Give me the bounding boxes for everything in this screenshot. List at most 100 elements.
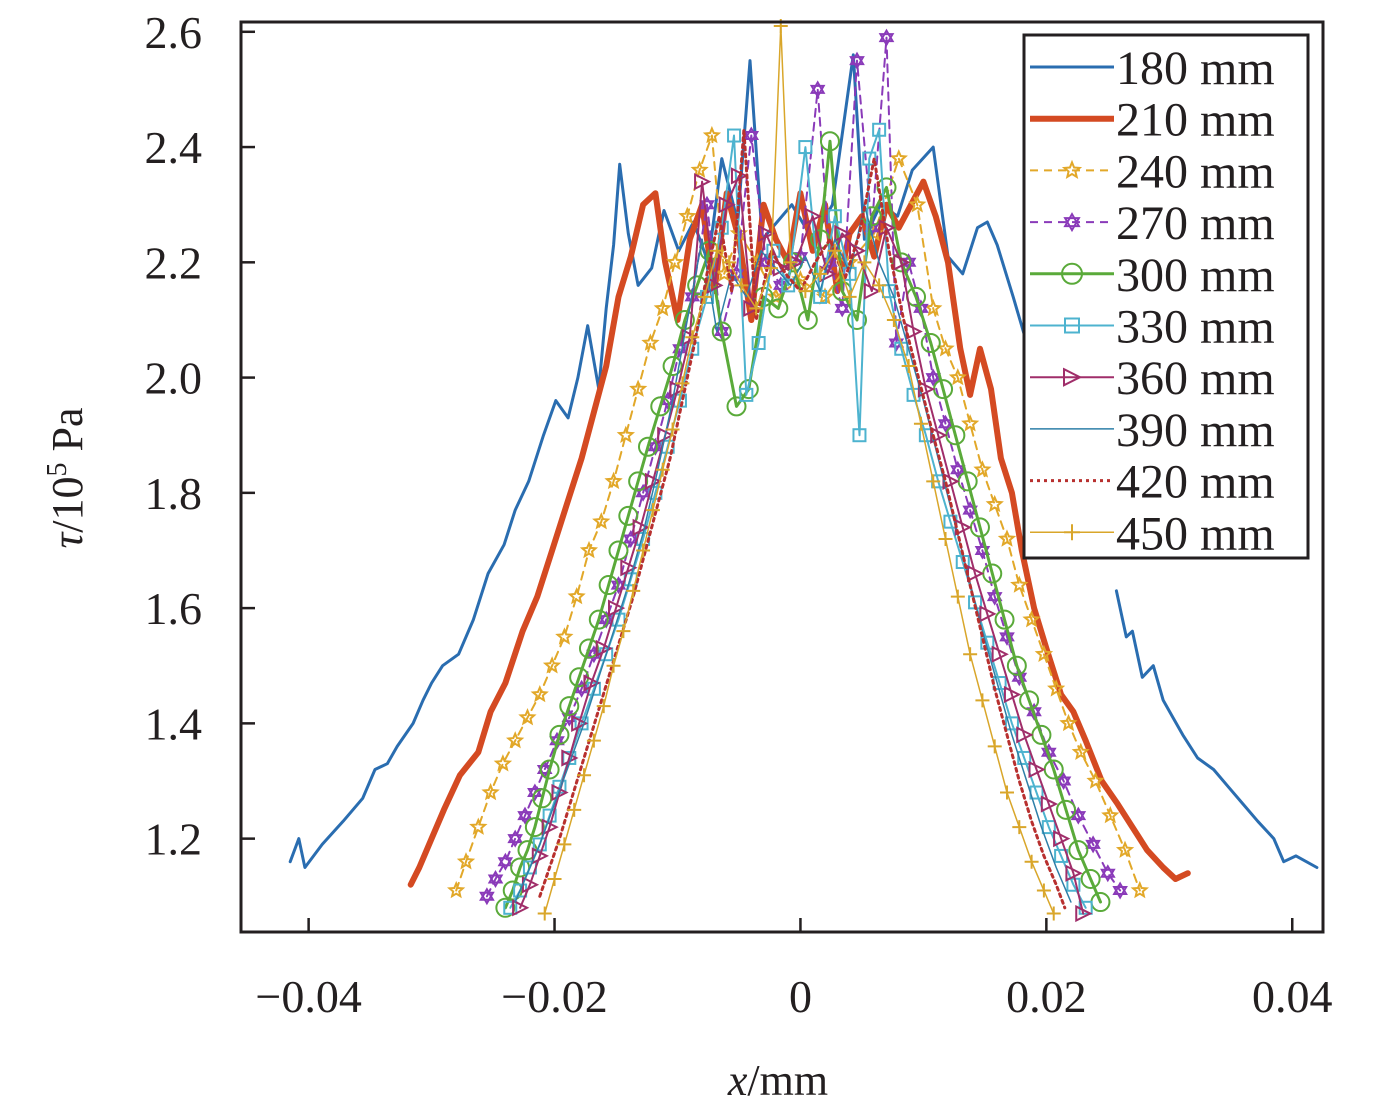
y-tick-label: 1.6 [145,583,203,634]
data-point [1064,524,1080,541]
series-180-mm-right-tail [1114,589,1319,869]
x-axis-ticks: −0.04 −0.02 0 0.02 0.04 [255,918,1333,1022]
data-point [857,255,872,270]
data-point [920,333,941,354]
data-point [849,51,865,70]
data-point [555,627,574,645]
data-point [743,299,761,318]
data-point [595,639,613,658]
x-tick-label: 0.02 [1006,971,1087,1022]
data-point [1112,881,1128,900]
data-point [1063,212,1081,233]
legend-label: 180 mm [1116,42,1275,95]
data-point [950,460,966,479]
data-point [726,396,747,417]
legend-item: 420 mm [1030,456,1275,509]
data-point [813,266,828,281]
data-point [653,298,672,317]
data-point [1034,644,1054,662]
data-point [690,160,709,178]
data-point [809,80,826,99]
data-point [876,177,897,198]
data-point [1024,854,1039,869]
data-point [973,460,992,478]
data-point [608,540,629,561]
data-point [834,224,852,243]
data-point [616,425,636,444]
data-point [749,301,764,316]
data-point [632,518,650,537]
data-point [503,900,518,915]
data-point [766,243,781,258]
data-point [578,638,599,659]
data-point [718,196,736,214]
y-tick-label: 1.4 [145,698,203,749]
data-point [561,749,579,767]
data-point [598,575,619,596]
data-point [878,28,895,47]
data-point [734,278,749,293]
x-tick-label: −0.04 [255,971,361,1022]
y-tick-label: 2.0 [145,353,203,404]
data-point [1047,679,1066,697]
data-point [531,847,550,865]
data-point [979,605,997,623]
data-point [583,674,601,692]
data-point [908,195,927,213]
data-point [1115,840,1135,858]
data-point [518,707,537,726]
data-point [1041,820,1056,835]
series-360-mm [512,167,1093,923]
x-tick-label: 0.04 [1252,971,1333,1022]
data-point [1000,785,1015,800]
legend-item: 300 mm [1030,249,1275,302]
data-point [549,724,570,745]
data-point [487,869,504,889]
data-point [930,426,948,444]
data-point [618,505,639,526]
legend-label: 270 mm [1116,197,1275,250]
data-point [709,243,724,258]
data-point [517,806,533,825]
data-point [524,817,545,838]
data-point [1028,760,1046,779]
data-point [702,125,722,144]
data-point [739,387,754,402]
data-point [694,173,712,191]
data-point [1017,750,1032,765]
data-point [872,122,887,137]
data-point [446,880,466,899]
data-point [592,512,611,530]
legend-item: 270 mm [1030,197,1275,250]
data-point [1080,868,1101,889]
data-point [1068,840,1089,861]
data-point [678,206,697,224]
x-axis-title: x/mm [727,1056,828,1105]
data-point [547,871,562,886]
data-point [493,754,513,772]
data-point [961,414,980,432]
data-point [901,359,916,374]
data-point [637,436,658,457]
data-point [834,299,851,318]
data-point [768,298,789,319]
data-point [781,278,796,293]
x-tick-label: 0 [789,971,812,1022]
data-point [1019,690,1040,711]
data-point [798,140,813,155]
data-point [577,768,592,783]
data-point [567,802,582,817]
series-450-mm [537,19,1061,921]
data-point [925,368,942,387]
y-axis-ticks: 1.2 1.4 1.6 1.8 2.0 2.2 2.4 2.6 [145,7,255,865]
data-point [963,647,978,662]
data-point [926,474,941,489]
data-point [641,333,660,351]
data-point [1130,880,1150,899]
data-point [1046,906,1061,921]
series-line [538,128,1067,910]
data-point [924,298,943,317]
legend-item: 210 mm [1030,94,1275,147]
series-240-mm [446,125,1150,899]
data-point [1053,830,1071,848]
